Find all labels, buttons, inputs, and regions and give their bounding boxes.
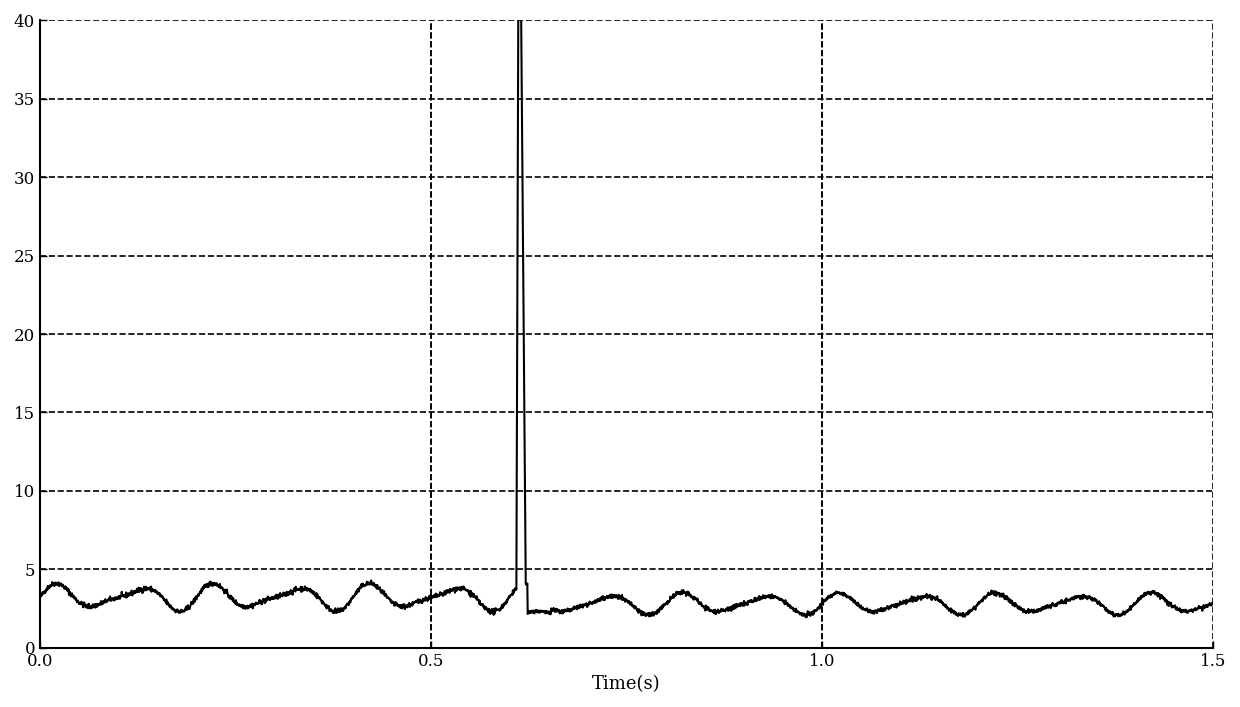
X-axis label: Time(s): Time(s) [593, 675, 661, 693]
